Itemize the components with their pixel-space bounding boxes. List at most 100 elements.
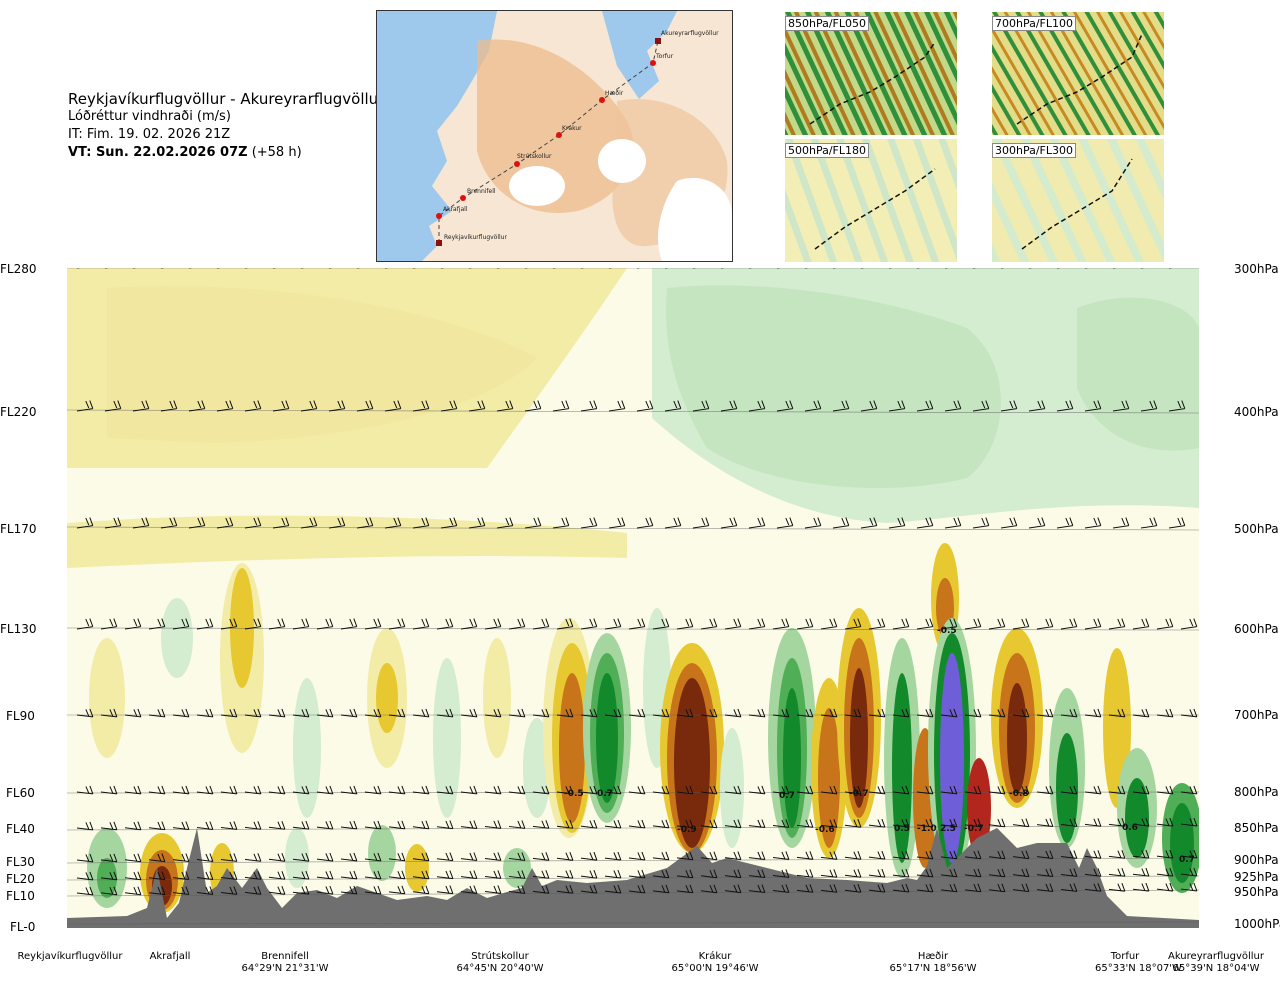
wind-barb xyxy=(748,400,766,412)
wind-barb xyxy=(316,885,334,895)
minimap-svg xyxy=(992,12,1164,135)
wind-barb xyxy=(220,853,238,862)
wind-barb xyxy=(292,820,310,830)
wind-barb xyxy=(724,884,742,894)
terrain-profile xyxy=(67,828,1199,928)
wind-barb xyxy=(508,708,526,718)
waypoint-marker xyxy=(599,97,605,103)
wind-barb xyxy=(388,870,406,880)
waypoint-label: Strútskollur 64°45'N 20°40'W xyxy=(456,951,544,974)
wind-barb xyxy=(300,400,318,412)
wind-barb xyxy=(552,400,570,412)
wind-barb xyxy=(100,708,118,718)
route-map[interactable]: Akureyrarflugvöllur Torfur Hæðir Krákur … xyxy=(376,10,733,262)
minimap-300hpa[interactable]: 300hPa/FL300 xyxy=(992,139,1164,262)
wind-barb xyxy=(844,884,862,893)
wind-barb xyxy=(1108,618,1126,630)
wind-barb xyxy=(496,517,514,529)
wind-barb xyxy=(484,708,502,718)
map-label: Reykjavíkurflugvöllur xyxy=(444,234,507,241)
wind-barb xyxy=(160,400,178,412)
minimap-svg xyxy=(992,139,1164,262)
wind-barb xyxy=(988,708,1006,718)
wind-barb xyxy=(580,618,598,630)
wind-barb xyxy=(636,517,654,529)
wind-barb xyxy=(1180,867,1198,877)
wind-barb xyxy=(1028,400,1046,412)
wind-barb xyxy=(172,871,190,880)
wind-barb xyxy=(724,869,742,879)
wind-barb xyxy=(1180,817,1198,827)
wind-barb xyxy=(364,785,382,795)
y-right-tick: 600hPa xyxy=(1234,622,1279,636)
wind-barb xyxy=(460,785,478,795)
y-left-tick: FL-0 xyxy=(10,920,36,934)
wind-barb xyxy=(100,886,118,896)
wind-barb xyxy=(1084,883,1102,892)
wind-barb xyxy=(300,517,318,529)
wind-barb xyxy=(628,869,646,879)
wind-barb xyxy=(292,785,310,795)
wind-barb xyxy=(652,851,670,861)
wind-barb xyxy=(268,871,286,880)
wind-barb xyxy=(316,618,334,630)
wind-barb xyxy=(412,785,430,795)
wind-barb xyxy=(888,400,906,412)
wind-barb xyxy=(328,400,346,412)
wind-barb xyxy=(532,708,550,718)
wind-barb xyxy=(844,708,862,718)
wind-barb xyxy=(388,852,406,862)
minimap-500hpa[interactable]: 500hPa/FL180 xyxy=(785,139,957,262)
wind-barb xyxy=(944,517,962,529)
wind-barb xyxy=(196,785,214,795)
wind-barb xyxy=(292,885,310,895)
wind-barb xyxy=(196,821,214,830)
waypoint-label: Torfur 65°33'N 18°07'W xyxy=(1095,951,1182,974)
wind-barb xyxy=(916,818,934,828)
wind-barb xyxy=(972,517,990,529)
wind-barb xyxy=(652,618,670,630)
chart-title-block: Reykjavíkurflugvöllur - Akureyrarflugvöl… xyxy=(68,90,384,162)
wind-barb xyxy=(892,708,910,718)
wind-barb xyxy=(1168,400,1186,412)
wind-barb xyxy=(244,400,262,412)
wind-barb xyxy=(244,871,262,880)
wind-barb xyxy=(820,819,838,828)
wind-barb xyxy=(244,618,262,630)
y-left-tick: FL280 xyxy=(0,262,37,276)
minimap-850hpa[interactable]: 850hPa/FL050 xyxy=(785,12,957,135)
wind-barb xyxy=(916,883,934,893)
cross-section-plot[interactable]: -0.5 0.7 -0.9 0.7 -0.6 -0.7 0.5 -1.0 2.5… xyxy=(67,268,1199,928)
wind-barb xyxy=(608,517,626,529)
wind-barb xyxy=(692,517,710,529)
wind-barb xyxy=(388,708,406,718)
waypoint-marker xyxy=(436,240,442,246)
wind-barb xyxy=(1132,849,1150,859)
wind-barb xyxy=(604,618,622,630)
wind-barb xyxy=(604,851,622,861)
wind-barb xyxy=(700,819,718,829)
wind-barb xyxy=(820,869,838,878)
wind-barb xyxy=(772,851,790,860)
wind-barb xyxy=(508,785,526,795)
wind-barb xyxy=(172,821,190,830)
wind-barb xyxy=(316,820,334,830)
y-right-tick: 850hPa xyxy=(1234,821,1279,835)
wind-barb xyxy=(804,400,822,412)
wind-barb xyxy=(124,821,142,831)
wind-barb xyxy=(892,785,910,795)
wind-barb xyxy=(384,517,402,529)
wind-barb xyxy=(196,708,214,718)
wind-barb xyxy=(132,400,150,412)
waypoint-marker xyxy=(460,195,466,201)
wind-barb xyxy=(316,852,334,862)
wind-barb xyxy=(340,708,358,718)
wind-barb xyxy=(892,618,910,630)
wind-barb xyxy=(124,871,142,881)
wind-barb xyxy=(604,884,622,894)
waypoint-marker xyxy=(436,213,442,219)
minimap-700hpa[interactable]: 700hPa/FL100 xyxy=(992,12,1164,135)
map-label: Brennifell xyxy=(467,188,496,195)
wind-barb xyxy=(988,883,1006,893)
wind-barb xyxy=(100,853,118,863)
